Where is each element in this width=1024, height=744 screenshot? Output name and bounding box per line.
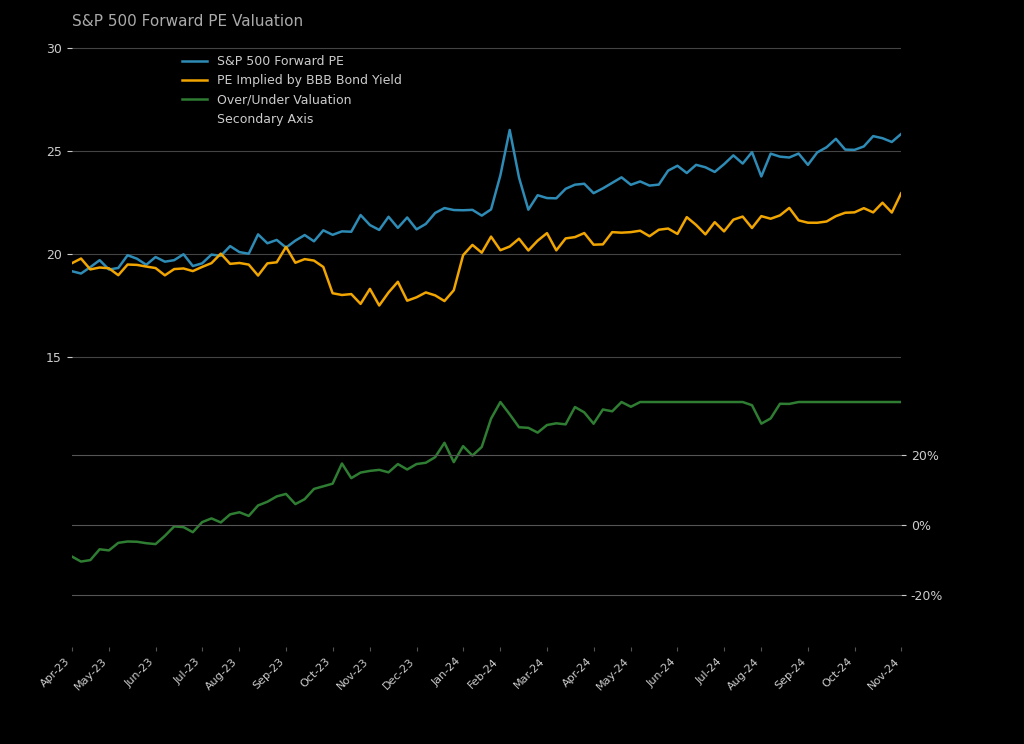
PE Implied by BBB Bond Yield (177, 264, 189, 273)
Line: PE Implied by BBB Bond Yield: PE Implied by BBB Bond Yield (72, 193, 901, 306)
Legend: S&P 500 Forward PE, PE Implied by BBB Bond Yield, Over/Under Valuation, Secondar: S&P 500 Forward PE, PE Implied by BBB Bo… (177, 50, 408, 131)
PE Implied by BBB Bond Yield (765, 214, 777, 223)
S&P 500 Forward PE (504, 126, 516, 135)
PE Implied by BBB Bond Yield (867, 208, 880, 217)
S&P 500 Forward PE (186, 262, 199, 271)
S&P 500 Forward PE (75, 269, 87, 278)
S&P 500 Forward PE (66, 266, 78, 275)
PE Implied by BBB Bond Yield (895, 189, 907, 198)
S&P 500 Forward PE (793, 149, 805, 158)
S&P 500 Forward PE (327, 231, 339, 240)
Text: S&P 500 Forward PE Valuation: S&P 500 Forward PE Valuation (72, 14, 303, 29)
S&P 500 Forward PE (662, 166, 674, 175)
PE Implied by BBB Bond Yield (783, 203, 796, 212)
S&P 500 Forward PE (774, 153, 786, 161)
PE Implied by BBB Bond Yield (66, 259, 78, 268)
PE Implied by BBB Bond Yield (652, 225, 665, 234)
S&P 500 Forward PE (877, 134, 889, 143)
PE Implied by BBB Bond Yield (373, 301, 385, 310)
S&P 500 Forward PE (895, 129, 907, 138)
PE Implied by BBB Bond Yield (317, 263, 330, 272)
Line: S&P 500 Forward PE: S&P 500 Forward PE (72, 130, 901, 274)
